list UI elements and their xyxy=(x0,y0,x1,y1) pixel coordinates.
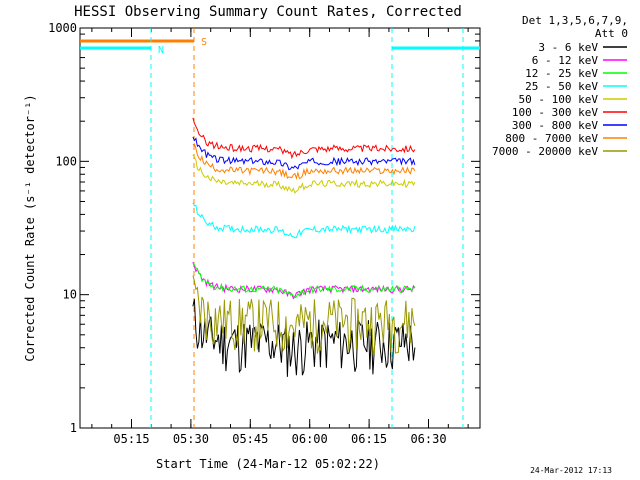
plot-area: 1 10 100 1000 05:15 05:30 05:45 06:00 06:15 06:30… xyxy=(48,21,481,446)
x-tick-label: 05:15 xyxy=(113,432,149,446)
legend-header-line-1: Det 1,3,5,6,7,9, xyxy=(522,14,628,27)
x-tick-label: 06:15 xyxy=(351,432,387,446)
legend-label: 800 - 7000 keV xyxy=(505,132,598,145)
x-tick-label: 06:00 xyxy=(292,432,328,446)
y-axis-label: Corrected Count Rate (s⁻¹ detector⁻¹) xyxy=(23,94,37,361)
legend-label: 3 - 6 keV xyxy=(538,41,598,54)
legend-label: 100 - 300 keV xyxy=(512,106,598,119)
legend-label: 50 - 100 keV xyxy=(519,93,599,106)
series-line xyxy=(192,262,416,299)
legend-label: 12 - 25 keV xyxy=(525,67,598,80)
series-line xyxy=(192,143,416,181)
plot-frame xyxy=(79,27,481,429)
series-line xyxy=(192,154,416,194)
y-tick-label: 1 xyxy=(70,421,77,435)
timestamp-label: 24-Mar-2012 17:13 xyxy=(530,466,612,475)
chart-title: HESSI Observing Summary Count Rates, Cor… xyxy=(74,4,462,20)
y-tick-label: 100 xyxy=(55,154,77,168)
x-tick-label: 05:30 xyxy=(173,432,209,446)
x-axis-label: Start Time (24-Mar-12 05:02:22) xyxy=(156,457,380,471)
series-line xyxy=(192,117,416,160)
series-line xyxy=(192,299,416,377)
night-marker-label: N xyxy=(158,45,164,56)
series-line xyxy=(192,202,416,239)
x-tick-label: 06:30 xyxy=(410,432,446,446)
y-tick-label: 10 xyxy=(63,288,77,302)
y-tick-label: 1000 xyxy=(48,21,77,35)
legend-label: 7000 - 20000 keV xyxy=(492,145,598,158)
legend-header-line-2: Att 0 xyxy=(595,27,628,40)
legend-label: 300 - 800 keV xyxy=(512,119,598,132)
series-line xyxy=(192,275,416,355)
x-tick-label: 05:45 xyxy=(232,432,268,446)
saa-marker-label: S xyxy=(201,37,207,48)
legend-label: 25 - 50 keV xyxy=(525,80,598,93)
legend-label: 6 - 12 keV xyxy=(532,54,599,67)
series-line xyxy=(192,136,416,171)
series-line xyxy=(192,261,416,300)
